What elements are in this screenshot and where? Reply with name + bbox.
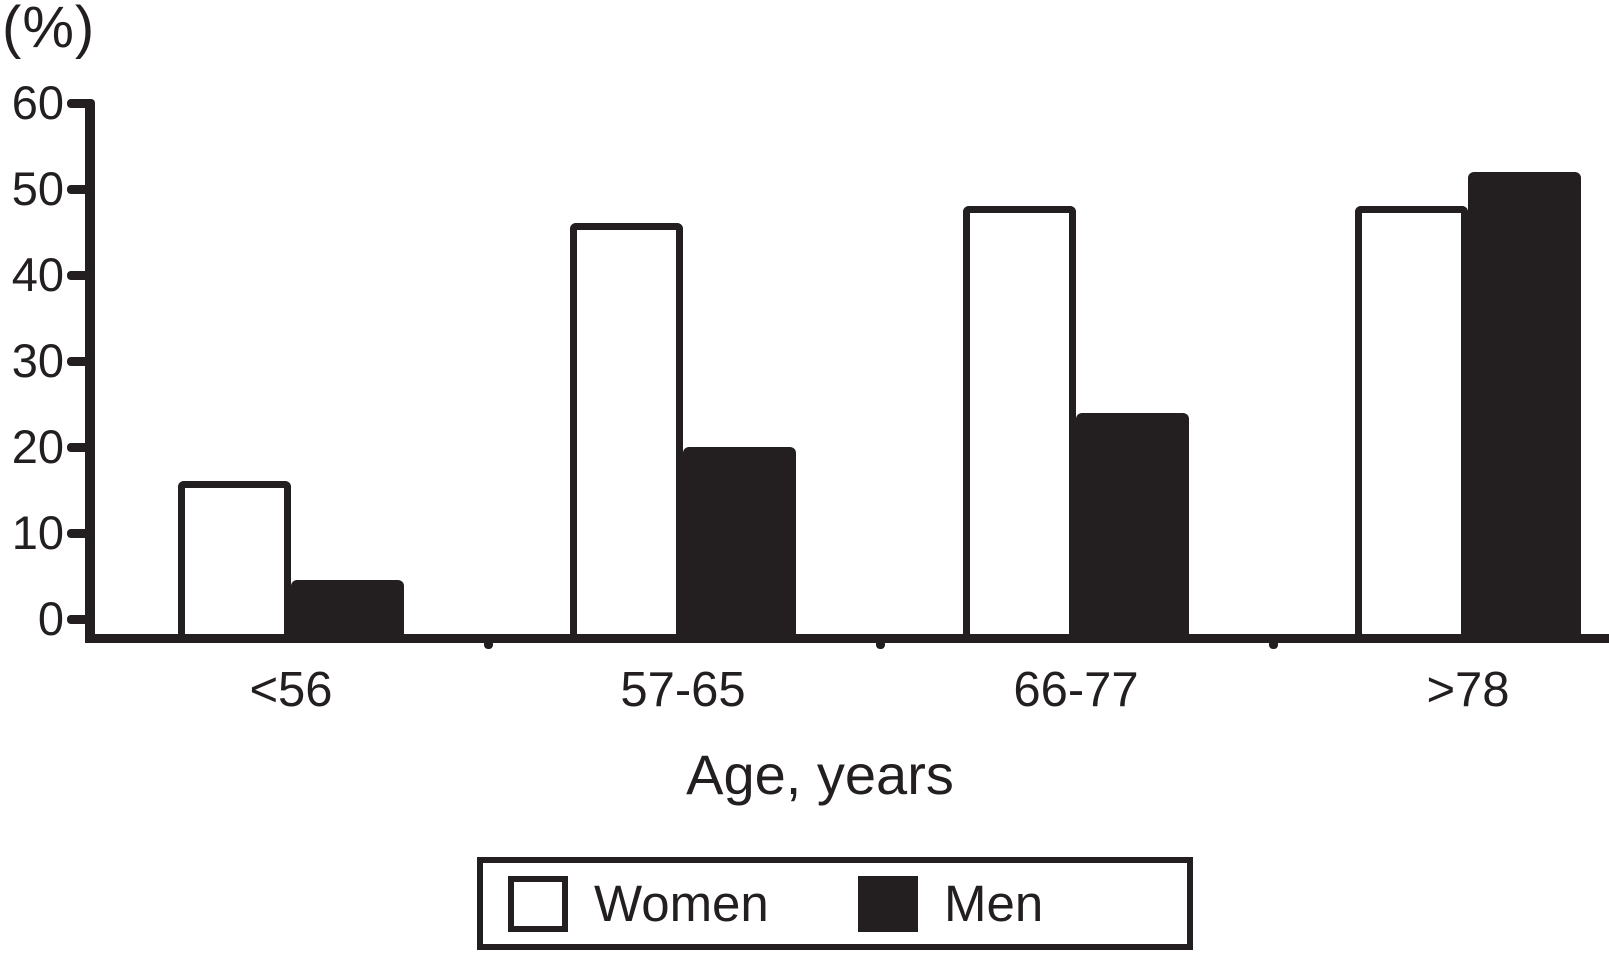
y-tick-label-60: 60 bbox=[11, 76, 64, 129]
x-axis-line bbox=[85, 634, 1609, 643]
category-label-57-65: 57-65 bbox=[620, 663, 746, 717]
x-axis-title: Age, years bbox=[686, 743, 954, 806]
category-label-<56: <56 bbox=[249, 663, 333, 717]
y-axis-line bbox=[85, 100, 95, 642]
legend-swatch-women bbox=[508, 875, 568, 932]
y-tick-label-40: 40 bbox=[11, 248, 64, 301]
bar-women->78 bbox=[1355, 206, 1468, 642]
y-axis-unit-label: (%) bbox=[2, 0, 96, 60]
legend-box: Women Men bbox=[477, 857, 1193, 950]
y-tick-40 bbox=[67, 271, 95, 280]
bar-women-66-77 bbox=[963, 206, 1076, 642]
category-label->78: >78 bbox=[1426, 663, 1510, 717]
bar-men-57-65 bbox=[683, 447, 796, 642]
y-tick-10 bbox=[67, 529, 95, 538]
bar-men-<56 bbox=[291, 580, 404, 642]
legend-label-men: Men bbox=[944, 874, 1044, 932]
bar-men->78 bbox=[1468, 171, 1581, 642]
y-tick-label-50: 50 bbox=[11, 162, 64, 215]
category-label-66-77: 66-77 bbox=[1013, 663, 1139, 717]
legend-label-women: Women bbox=[594, 874, 769, 932]
y-tick-label-0: 0 bbox=[37, 592, 64, 645]
legend-item-men: Men bbox=[858, 874, 1044, 932]
legend-item-women: Women bbox=[508, 874, 769, 932]
y-tick-20 bbox=[67, 443, 95, 452]
y-tick-60 bbox=[67, 99, 95, 108]
bar-women-<56 bbox=[178, 481, 291, 642]
y-tick-label-30: 30 bbox=[11, 334, 64, 387]
y-tick-label-20: 20 bbox=[11, 420, 64, 473]
bar-women-57-65 bbox=[570, 223, 683, 642]
y-tick-50 bbox=[67, 185, 95, 194]
y-tick-30 bbox=[67, 357, 95, 366]
y-tick-0 bbox=[67, 615, 95, 624]
legend-swatch-men bbox=[858, 875, 918, 932]
y-tick-label-10: 10 bbox=[11, 506, 64, 559]
bar-men-66-77 bbox=[1076, 412, 1189, 642]
